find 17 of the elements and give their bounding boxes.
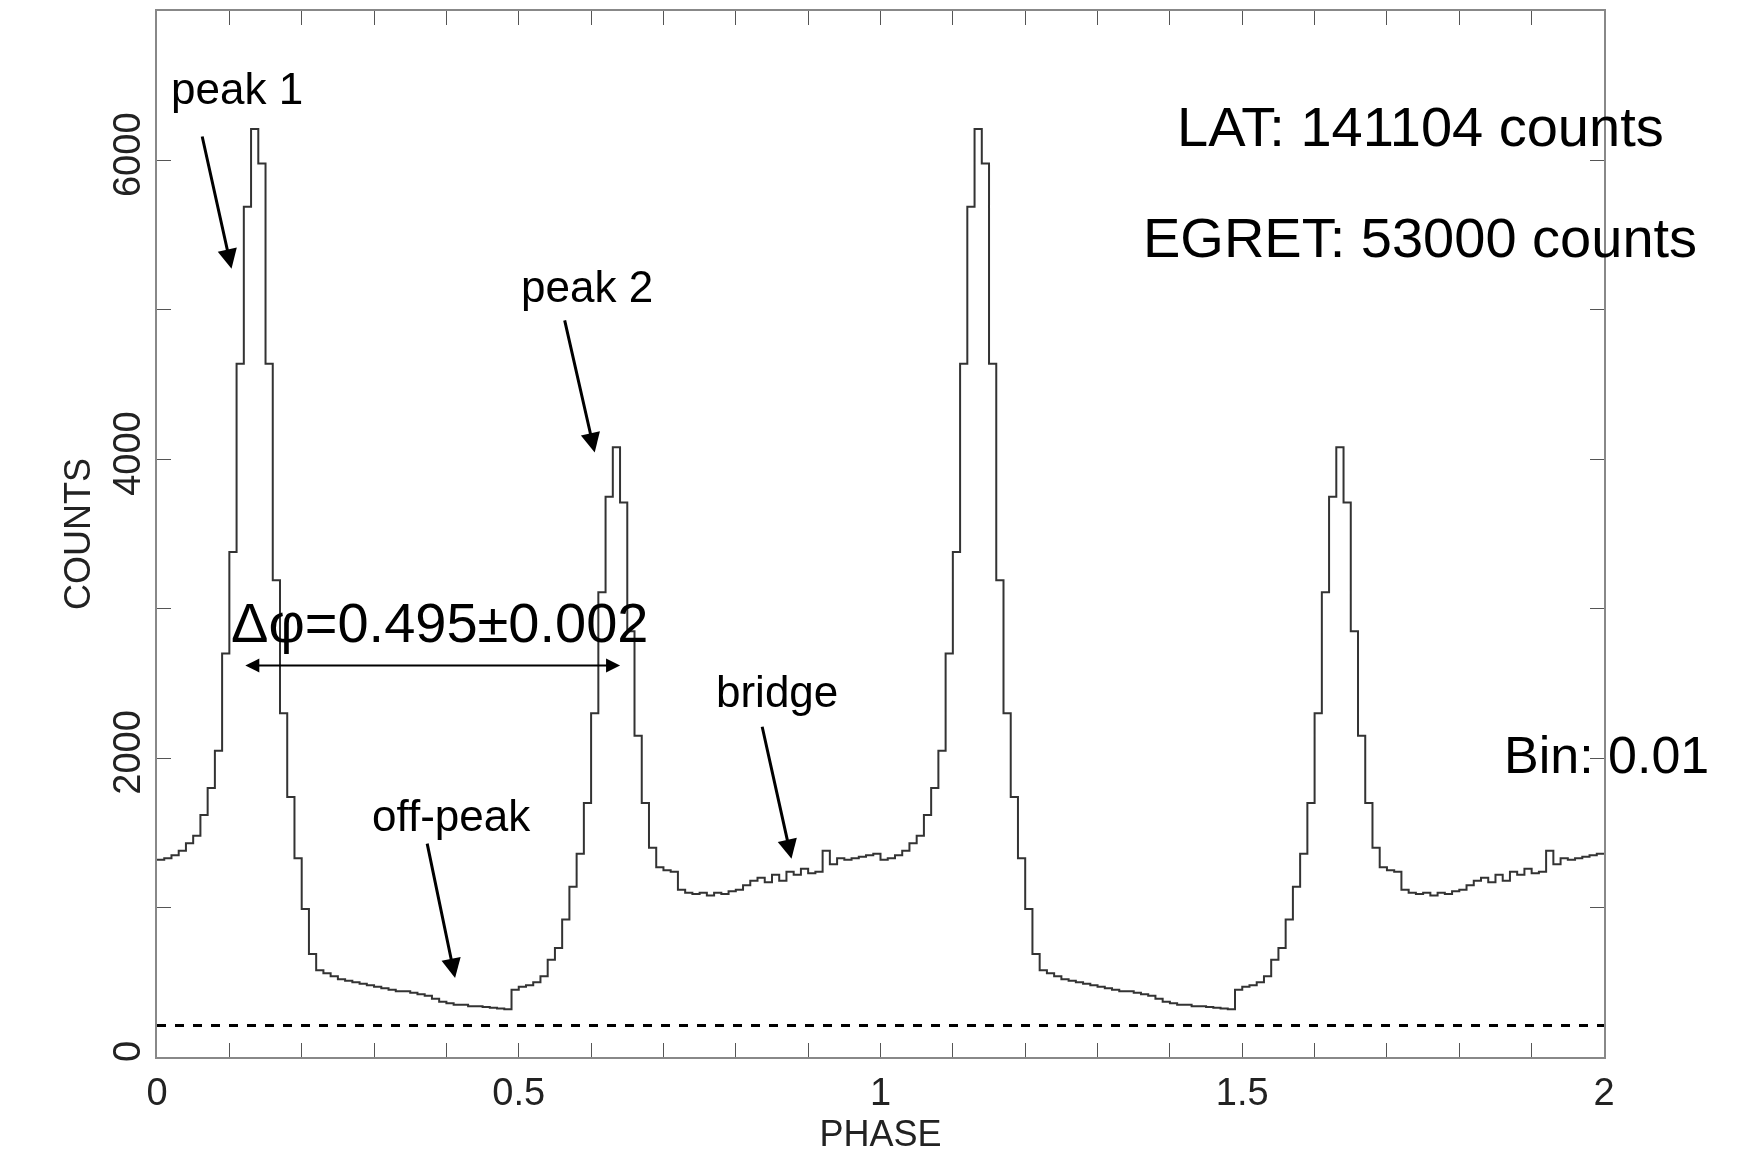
x-tick-label: 1.5 — [1215, 1070, 1269, 1113]
annotation: Bin: 0.01 — [1504, 726, 1710, 784]
annotation: peak 1 — [171, 64, 304, 113]
y-tick-label: 0 — [105, 1040, 148, 1062]
y-tick-label: 6000 — [105, 112, 148, 197]
annotation: LAT: 141104 counts — [1177, 95, 1664, 158]
x-tick-label: 1 — [869, 1070, 892, 1113]
y-axis-title: COUNTS — [57, 458, 99, 610]
x-axis-title: PHASE — [819, 1112, 942, 1154]
x-tick-label: 2 — [1593, 1070, 1615, 1113]
y-tick-label: 2000 — [105, 710, 148, 795]
annotation: bridge — [716, 667, 839, 716]
x-tick-label: 0.5 — [492, 1070, 546, 1113]
annotation: peak 2 — [521, 262, 654, 311]
annotation: off-peak — [372, 791, 532, 840]
annotation: EGRET: 53000 counts — [1143, 206, 1698, 269]
y-tick-label: 4000 — [105, 411, 148, 496]
